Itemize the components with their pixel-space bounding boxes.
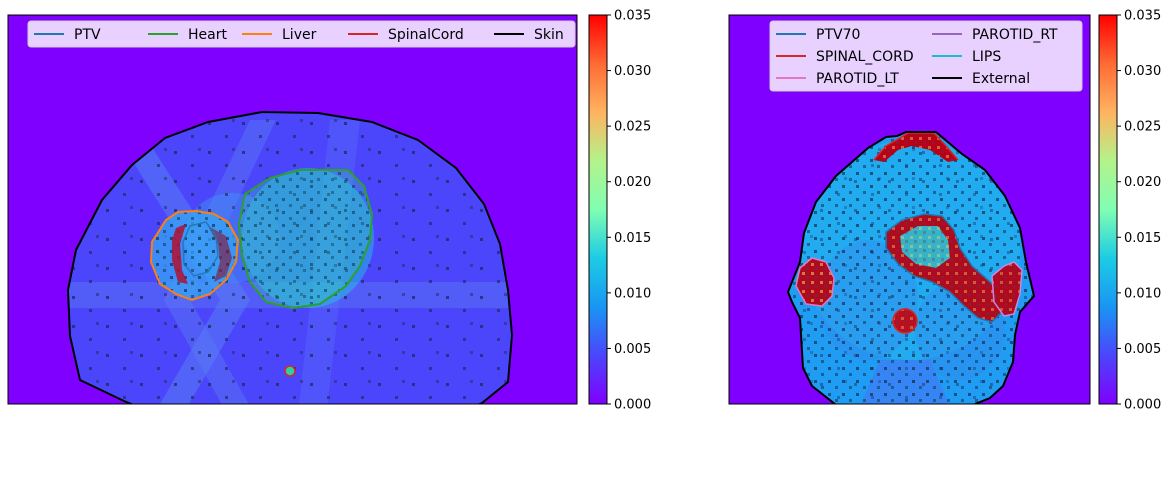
left-colorbar-ticks: 0.000 0.005 0.010 0.015 0.020 0.025 0.030 0.035 xyxy=(607,9,651,413)
right-colorbar-tick-label: 0.015 xyxy=(1124,231,1161,246)
right-external-contour xyxy=(786,131,1036,404)
right-spinal-cord-contour xyxy=(892,308,918,334)
right-parotid-rt-contour xyxy=(991,261,1023,317)
left-legend xyxy=(27,20,576,48)
right-colorbar-tick-label: 0.020 xyxy=(1124,175,1161,190)
left-colorbar-tick-label: 0.005 xyxy=(614,342,651,357)
right-legend xyxy=(769,20,1083,92)
left-colorbar-tick-label: 0.030 xyxy=(614,64,651,79)
right-colorbar-tick-label: 0.030 xyxy=(1124,64,1161,79)
right-legend-label: External xyxy=(972,71,1030,87)
right-colorbar-tick-label: 0.000 xyxy=(1124,398,1161,413)
right-colorbar-tick-label: 0.035 xyxy=(1124,9,1161,24)
right-parotid-lt-contour xyxy=(795,257,835,307)
right-legend-label: PTV70 xyxy=(816,27,860,43)
left-colorbar-tick-label: 0.025 xyxy=(614,120,651,135)
left-colorbar-tick-label: 0.000 xyxy=(614,398,651,413)
left-colorbar-tick-label: 0.015 xyxy=(614,231,651,246)
left-colorbar-tick-label: 0.035 xyxy=(614,9,651,24)
left-colorbar xyxy=(588,14,608,405)
right-colorbar-tick-label: 0.010 xyxy=(1124,286,1161,301)
right-colorbar-ticks: 0.000 0.005 0.010 0.015 0.020 0.025 0.030 0.035 xyxy=(1117,9,1161,413)
left-spinalcord-contour xyxy=(284,365,296,377)
left-legend-label: SpinalCord xyxy=(388,27,464,43)
left-legend-label: PTV xyxy=(74,27,101,43)
right-colorbar-tick-label: 0.025 xyxy=(1124,120,1161,135)
right-legend-label: LIPS xyxy=(972,49,1001,65)
left-legend-label: Skin xyxy=(534,27,564,43)
right-legend-items: PTV70 SPINAL_CORD PAROTID_LT PAROTID_RT LIPS… xyxy=(776,27,1058,87)
left-colorbar-tick-label: 0.010 xyxy=(614,286,651,301)
left-colorbar-tick-label: 0.020 xyxy=(614,175,651,190)
left-dose-map xyxy=(8,15,577,404)
left-skin-contour xyxy=(66,110,514,404)
left-legend-label: Liver xyxy=(282,27,317,43)
right-ptv70-contour xyxy=(885,213,1005,323)
left-legend-items: PTV Heart Liver SpinalCord Skin xyxy=(34,27,564,43)
right-axes-frame xyxy=(728,14,1091,405)
right-colorbar xyxy=(1098,14,1118,405)
left-legend-label: Heart xyxy=(188,27,227,43)
right-legend-label: SPINAL_CORD xyxy=(816,49,914,65)
left-heart-contour xyxy=(237,169,374,310)
left-liver-contour xyxy=(149,209,240,302)
right-legend-label: PAROTID_RT xyxy=(972,27,1058,43)
right-legend-label: PAROTID_LT xyxy=(816,71,899,87)
left-axes-frame xyxy=(7,14,578,405)
right-colorbar-tick-label: 0.005 xyxy=(1124,342,1161,357)
